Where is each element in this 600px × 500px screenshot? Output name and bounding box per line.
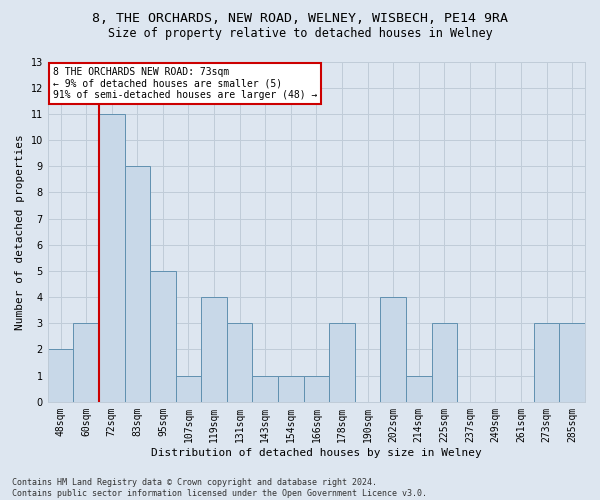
Text: 8 THE ORCHARDS NEW ROAD: 73sqm
← 9% of detached houses are smaller (5)
91% of se: 8 THE ORCHARDS NEW ROAD: 73sqm ← 9% of d… <box>53 66 317 100</box>
Bar <box>329 324 355 402</box>
Bar <box>73 324 99 402</box>
Bar <box>304 376 329 402</box>
Bar <box>380 297 406 402</box>
Bar <box>431 324 457 402</box>
Text: Size of property relative to detached houses in Welney: Size of property relative to detached ho… <box>107 28 493 40</box>
Bar <box>278 376 304 402</box>
Bar <box>201 297 227 402</box>
Bar <box>253 376 278 402</box>
Bar <box>99 114 125 402</box>
Bar <box>227 324 253 402</box>
Text: Contains HM Land Registry data © Crown copyright and database right 2024.
Contai: Contains HM Land Registry data © Crown c… <box>12 478 427 498</box>
Bar <box>406 376 431 402</box>
Y-axis label: Number of detached properties: Number of detached properties <box>15 134 25 330</box>
Bar <box>48 350 73 402</box>
Text: 8, THE ORCHARDS, NEW ROAD, WELNEY, WISBECH, PE14 9RA: 8, THE ORCHARDS, NEW ROAD, WELNEY, WISBE… <box>92 12 508 26</box>
Bar <box>559 324 585 402</box>
Bar <box>150 271 176 402</box>
X-axis label: Distribution of detached houses by size in Welney: Distribution of detached houses by size … <box>151 448 482 458</box>
Bar <box>176 376 201 402</box>
Bar <box>534 324 559 402</box>
Bar <box>125 166 150 402</box>
